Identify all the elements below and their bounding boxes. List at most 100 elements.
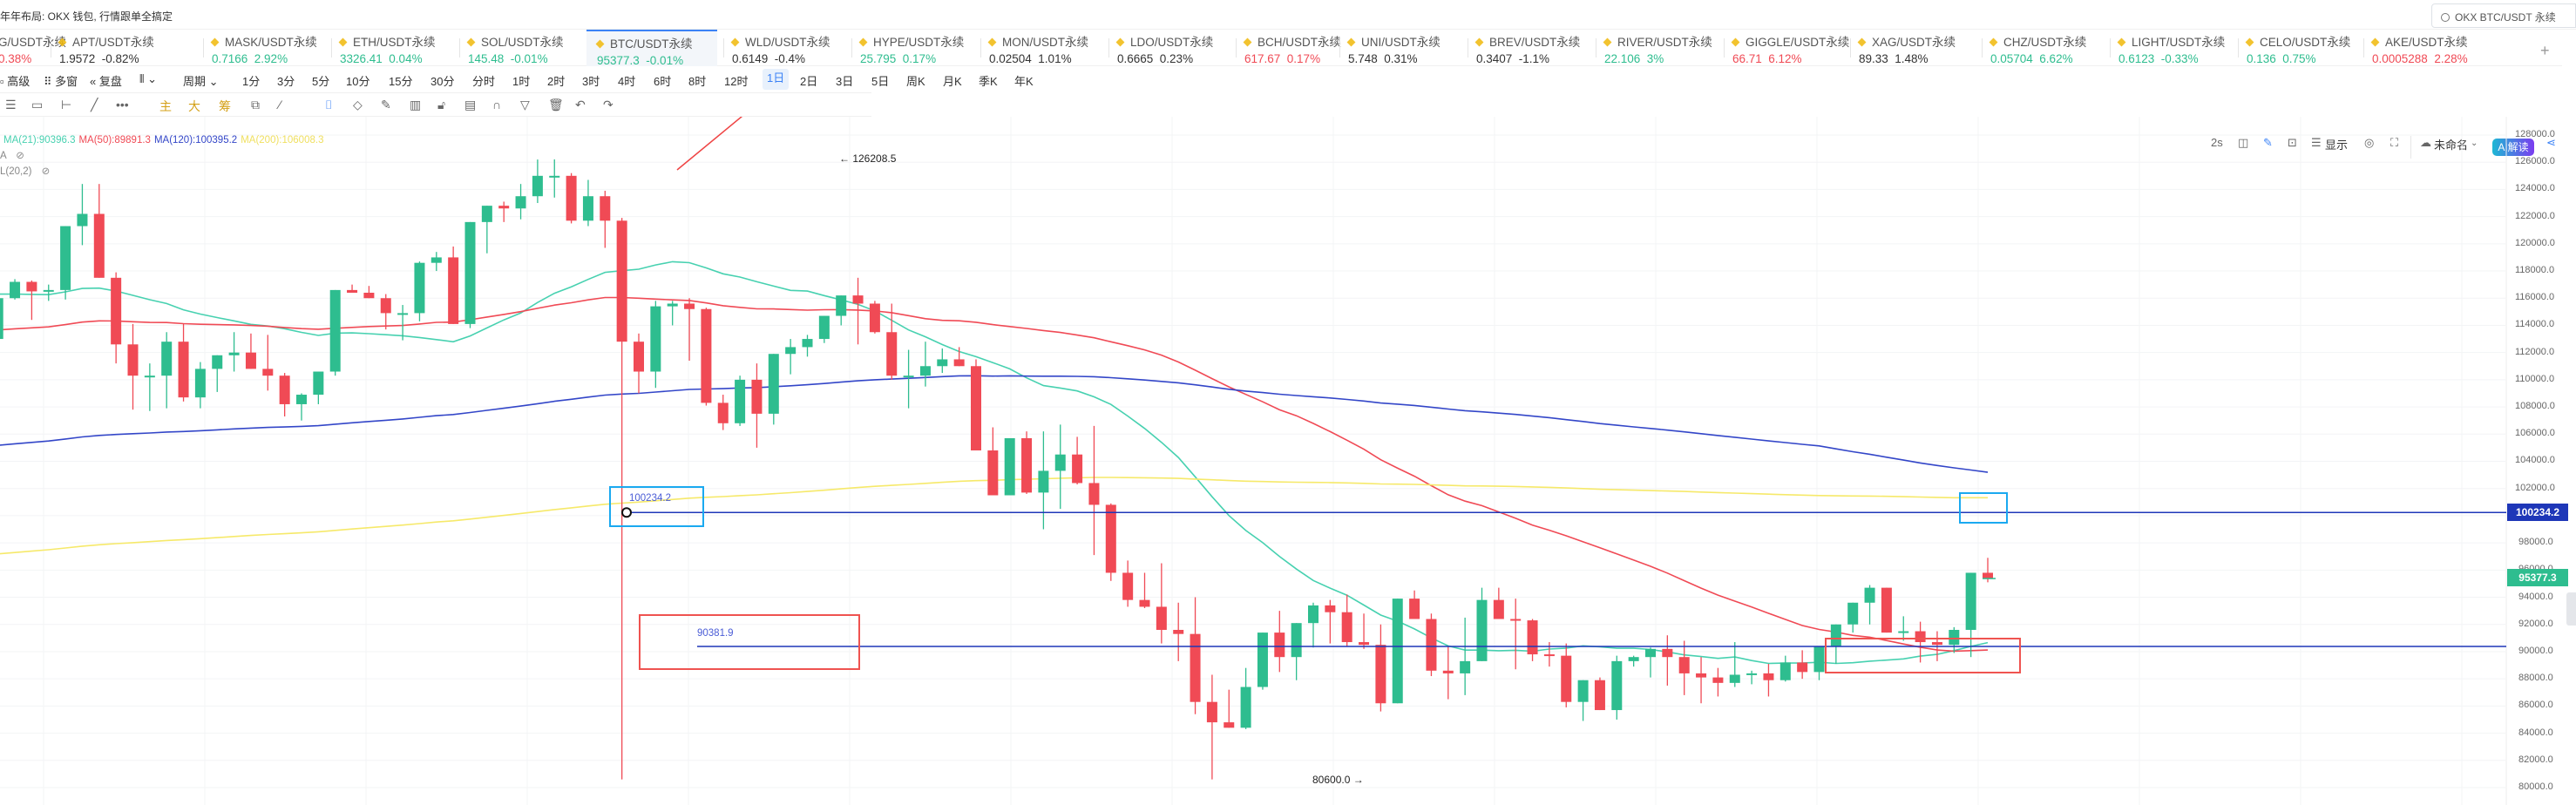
big-icon[interactable]: 大 bbox=[188, 99, 200, 113]
undo-icon[interactable]: ↶ bbox=[575, 98, 586, 112]
menu-icon[interactable]: ☰ bbox=[5, 98, 17, 112]
period-6时[interactable]: 6时 bbox=[654, 75, 672, 88]
period-12时[interactable]: 12时 bbox=[724, 75, 749, 88]
ticker-uni[interactable]: UNI/USDT永续 5.748 0.31% bbox=[1339, 30, 1441, 66]
chevron-down-icon[interactable]: ⌄ bbox=[2471, 139, 2478, 148]
display-list-icon[interactable]: ☰ bbox=[2311, 136, 2322, 149]
ticker-g[interactable]: G/USDT永续 0.38% bbox=[0, 30, 66, 66]
ticker-ake[interactable]: AKE/USDT永续 0.0005288 2.28% bbox=[2363, 30, 2468, 66]
hide-eye-icon[interactable]: ⊘ bbox=[41, 166, 51, 177]
ticker-xag[interactable]: XAG/USDT永续 89.33 1.48% bbox=[1850, 30, 1956, 66]
ticker-price: 89.33 1.48% bbox=[1859, 52, 1929, 65]
period-3时[interactable]: 3时 bbox=[582, 75, 600, 88]
period-1日[interactable]: 1日 bbox=[763, 69, 790, 90]
camera-icon[interactable]: ◫ bbox=[2238, 136, 2249, 149]
sub-indicator-boll[interactable]: L(20,2) ⊘ bbox=[0, 166, 51, 177]
axis-tick: 114000.0 bbox=[2515, 319, 2555, 330]
ticker-chz[interactable]: CHZ/USDT永续 0.05704 6.62% bbox=[1982, 30, 2086, 66]
share-icon[interactable]: ⋖ bbox=[2546, 136, 2556, 149]
add-ticker-button[interactable]: + bbox=[2540, 42, 2550, 59]
ruler-icon[interactable]: ▭ bbox=[31, 98, 44, 112]
axis-tick: 104000.0 bbox=[2515, 455, 2555, 466]
axis-tick: 116000.0 bbox=[2515, 292, 2555, 303]
line-icon[interactable]: ╱ bbox=[91, 98, 98, 112]
period-5分[interactable]: 5分 bbox=[312, 75, 330, 88]
period-dropdown[interactable]: 周期 ⌄ bbox=[183, 75, 219, 88]
ma-line bbox=[0, 296, 1989, 653]
period-年K[interactable]: 年K bbox=[1014, 75, 1034, 88]
ticker-celo[interactable]: CELO/USDT永续 0.136 0.75% bbox=[2238, 30, 2350, 66]
ruler2-icon[interactable]: ◇ bbox=[353, 98, 363, 112]
ticker-name: AKE/USDT永续 bbox=[2370, 32, 2468, 50]
symbol-search-input[interactable]: OKX BTC/USDT 永续 bbox=[2431, 3, 2576, 28]
period-15分[interactable]: 15分 bbox=[389, 75, 413, 88]
ticker-wld[interactable]: WLD/USDT永续 0.6149 -0.4% bbox=[723, 30, 830, 66]
new-window-icon[interactable]: ⊡ bbox=[2288, 136, 2297, 149]
period-1分[interactable]: 1分 bbox=[242, 75, 261, 88]
sub-indicator-a[interactable]: A ⊘ bbox=[0, 151, 24, 161]
ticker-apt[interactable]: APT/USDT永续 1.9572 -0.82% bbox=[51, 30, 154, 66]
collapse-panel-handle[interactable] bbox=[2566, 592, 2576, 626]
period-30分[interactable]: 30分 bbox=[430, 75, 455, 88]
price-chart[interactable]: 100234.2 90381.9 ← 126208.5 80600.0 → bbox=[0, 117, 2510, 805]
magnet-icon[interactable]: ∩ bbox=[492, 98, 502, 112]
chips-icon[interactable]: 筹 bbox=[219, 99, 231, 113]
more-icon[interactable]: ••• bbox=[116, 98, 129, 112]
divider bbox=[459, 38, 460, 58]
period-季K[interactable]: 季K bbox=[979, 75, 998, 88]
ticker-river[interactable]: RIVER/USDT永续 22.106 3% bbox=[1596, 30, 1712, 66]
trash-icon[interactable]: 🗑︎ bbox=[548, 98, 564, 112]
period-5日[interactable]: 5日 bbox=[871, 75, 890, 88]
period-8时[interactable]: 8时 bbox=[688, 75, 707, 88]
promo-text[interactable]: 年年布局: OKX 钱包, 行情跟单全搞定 bbox=[0, 10, 173, 23]
lock-icon[interactable]: 🔓︎ bbox=[437, 98, 446, 112]
windows-icon[interactable]: ⠿ 多窗 bbox=[44, 75, 78, 88]
pen-icon[interactable]: ✎ bbox=[381, 98, 391, 112]
ai-analysis-button[interactable]: AI解读 bbox=[2492, 139, 2534, 156]
period-周K[interactable]: 周K bbox=[906, 75, 925, 88]
measure-icon[interactable]: ⊢ bbox=[61, 98, 72, 112]
redo-icon[interactable]: ↷ bbox=[603, 98, 613, 112]
filter-icon[interactable]: ▽ bbox=[520, 98, 530, 112]
period-1时[interactable]: 1时 bbox=[512, 75, 531, 88]
refresh-interval[interactable]: 2s bbox=[2211, 136, 2223, 149]
ticker-mon[interactable]: MON/USDT永续 0.02504 1.01% bbox=[980, 30, 1088, 66]
axis-tick: 106000.0 bbox=[2515, 428, 2555, 439]
period-2日[interactable]: 2日 bbox=[800, 75, 818, 88]
ticker-sol[interactable]: SOL/USDT永续 145.48 -0.01% bbox=[459, 30, 564, 66]
period-10分[interactable]: 10分 bbox=[346, 75, 370, 88]
period-4时[interactable]: 4时 bbox=[618, 75, 636, 88]
ticker-brev[interactable]: BREV/USDT永续 0.3407 -1.1% bbox=[1468, 30, 1580, 66]
ticker-eth[interactable]: ETH/USDT永续 3326.41 0.04% bbox=[331, 30, 436, 66]
ticker-bch[interactable]: BCH/USDT永续 617.67 0.17% bbox=[1236, 30, 1341, 66]
settings-icon[interactable]: ◎ bbox=[2364, 136, 2375, 149]
period-月K[interactable]: 月K bbox=[943, 75, 962, 88]
rewind-icon[interactable]: « 复盘 bbox=[90, 75, 122, 88]
bars-icon[interactable]: ▥ bbox=[410, 98, 422, 112]
ticker-btc[interactable]: BTC/USDT永续 95377.3 -0.01% bbox=[586, 30, 717, 67]
grid-icon[interactable]: ▫ 高级 bbox=[0, 75, 31, 88]
layout-name-dropdown[interactable]: 未命名 bbox=[2434, 139, 2469, 152]
fullscreen-icon[interactable]: ⛶ bbox=[2390, 136, 2399, 149]
hide-eye-icon[interactable]: ⊘ bbox=[16, 151, 24, 161]
svg-text:← 126208.5: ← 126208.5 bbox=[839, 152, 897, 165]
ticker-light[interactable]: LIGHT/USDT永续 0.6123 -0.33% bbox=[2110, 30, 2225, 66]
main-indicator-icon[interactable]: 主 bbox=[159, 99, 172, 113]
ticker-giggle[interactable]: GIGGLE/USDT永续 66.71 6.12% bbox=[1724, 30, 1849, 66]
candle-type-icon[interactable]: ⫴ ⌄ bbox=[139, 72, 157, 85]
divider bbox=[2410, 136, 2411, 159]
adjust-icon[interactable]: ⁄ bbox=[279, 98, 281, 112]
period-分时[interactable]: 分时 bbox=[472, 75, 496, 88]
note-icon[interactable]: ▤ bbox=[464, 98, 477, 112]
ticker-mask[interactable]: MASK/USDT永续 0.7166 2.92% bbox=[203, 30, 317, 66]
period-3分[interactable]: 3分 bbox=[277, 75, 295, 88]
ticker-ldo[interactable]: LDO/USDT永续 0.6665 0.23% bbox=[1108, 30, 1213, 66]
period-3日[interactable]: 3日 bbox=[836, 75, 854, 88]
bookmark-icon[interactable]: ⌷ bbox=[325, 98, 333, 112]
sync-icon[interactable]: ⧉ bbox=[251, 98, 260, 112]
display-button[interactable]: 显示 bbox=[2325, 139, 2349, 152]
ticker-hype[interactable]: HYPE/USDT永续 25.795 0.17% bbox=[851, 30, 964, 66]
draw-pen-icon[interactable]: ✎ bbox=[2263, 136, 2273, 149]
axis-tick: 94000.0 bbox=[2518, 591, 2553, 602]
period-2时[interactable]: 2时 bbox=[547, 75, 566, 88]
